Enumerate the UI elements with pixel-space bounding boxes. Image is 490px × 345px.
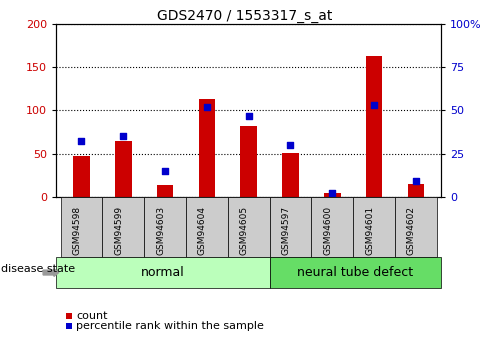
Point — [161, 168, 169, 174]
Text: GSM94600: GSM94600 — [323, 206, 332, 255]
Text: GSM94604: GSM94604 — [198, 206, 207, 255]
Point — [120, 134, 127, 139]
Bar — [282, 152, 299, 197]
Bar — [366, 56, 383, 197]
Point — [370, 102, 378, 108]
Text: GSM94599: GSM94599 — [114, 206, 123, 255]
Bar — [198, 99, 215, 197]
Text: disease state: disease state — [1, 264, 75, 274]
Text: normal: normal — [141, 266, 185, 279]
Point — [77, 139, 85, 144]
Bar — [408, 184, 424, 197]
Text: GDS2470 / 1553317_s_at: GDS2470 / 1553317_s_at — [157, 9, 333, 23]
Point — [412, 178, 420, 184]
Text: GSM94601: GSM94601 — [365, 206, 374, 255]
Text: GSM94603: GSM94603 — [156, 206, 165, 255]
Bar — [157, 186, 173, 197]
Text: percentile rank within the sample: percentile rank within the sample — [76, 322, 264, 331]
Text: GSM94602: GSM94602 — [407, 206, 416, 255]
Text: GSM94597: GSM94597 — [281, 206, 291, 255]
Text: neural tube defect: neural tube defect — [297, 266, 414, 279]
Point — [328, 190, 336, 196]
Bar — [324, 193, 341, 197]
Bar — [240, 126, 257, 197]
Point — [245, 113, 253, 118]
Point — [287, 142, 294, 148]
Bar — [73, 156, 90, 197]
Text: count: count — [76, 311, 107, 321]
Point — [203, 104, 211, 110]
Text: GSM94598: GSM94598 — [73, 206, 81, 255]
Text: GSM94605: GSM94605 — [240, 206, 249, 255]
Bar — [115, 141, 132, 197]
